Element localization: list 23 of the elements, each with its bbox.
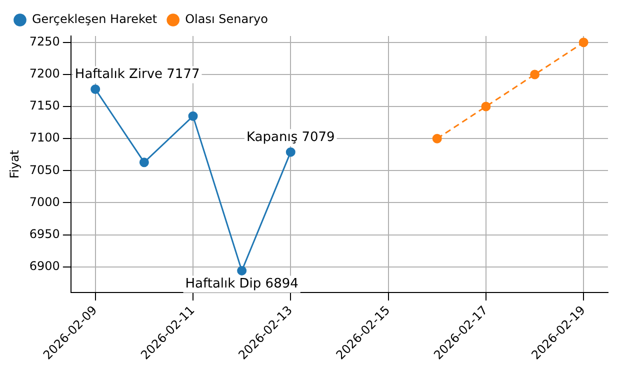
y-tick-label: 7000 [29, 194, 60, 209]
point [481, 102, 491, 112]
y-tick-label: 7100 [29, 130, 60, 145]
y-tick-label: 6900 [29, 258, 60, 273]
point [432, 134, 442, 144]
point [139, 158, 149, 168]
annotation: Kapanış 7079 [246, 130, 335, 145]
point [90, 84, 100, 94]
y-tick-label: 7150 [29, 98, 60, 113]
point [286, 147, 296, 157]
legend-label: Gerçekleşen Hareket [32, 12, 158, 26]
point [530, 70, 540, 80]
point [237, 266, 247, 276]
y-tick-label: 7200 [29, 66, 60, 81]
y-tick-label: 7050 [29, 162, 60, 177]
annotation: Haftalık Zirve 7177 [74, 67, 200, 82]
annotation: Haftalık Dip 6894 [185, 276, 298, 292]
y-tick-label: 6950 [29, 226, 60, 241]
point [188, 111, 198, 121]
y-axis-title: Fiyat [7, 150, 22, 179]
point [578, 38, 588, 48]
legend-label: Olası Senaryo [185, 12, 268, 26]
y-tick-label: 7250 [29, 34, 60, 49]
